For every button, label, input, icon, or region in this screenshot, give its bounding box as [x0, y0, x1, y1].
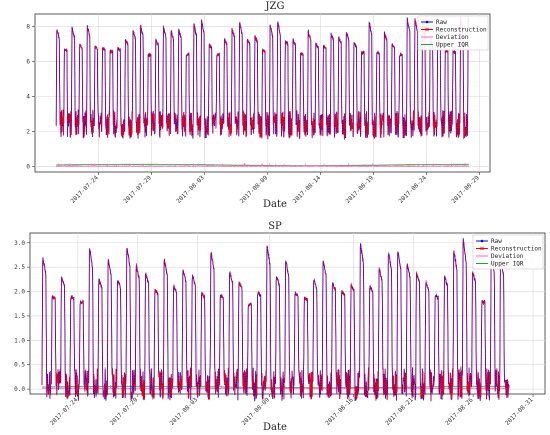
x-tick-label: 2017-08-21 — [384, 396, 415, 427]
legend-marker — [425, 20, 429, 24]
series-line-reconstruction — [55, 16, 470, 140]
plot-frame — [29, 232, 546, 395]
chart-jzg: JZG Date 0 2 4 6 8 2017-07-24 2017-07-29 2017-0… — [26, 1, 491, 210]
legend-marker — [425, 27, 429, 32]
legend-label: Reconstruction — [436, 27, 487, 34]
y-tick-label: 2 — [26, 129, 30, 136]
x-tick-label: 2017-08-19 — [345, 174, 376, 205]
y-tick-label: 1.5 — [14, 313, 25, 320]
legend-label: Raw — [436, 19, 447, 26]
x-tick-label: 2017-08-03 — [169, 396, 200, 427]
legend-label: Deviation — [491, 253, 524, 260]
series-line-deviation — [55, 163, 470, 168]
x-axis-label: Date — [263, 199, 287, 210]
x-tick-label: 2017-07-29 — [122, 174, 153, 205]
x-tick-label: 2017-07-29 — [109, 396, 140, 427]
chart-title: SP — [268, 221, 282, 232]
y-tick-label: 8 — [26, 23, 30, 30]
y-tick-label: 4 — [26, 94, 30, 101]
y-tick-label: 2.0 — [14, 289, 25, 296]
legend-label: Deviation — [436, 34, 469, 41]
plot-frame — [34, 13, 491, 173]
x-tick-label: 2017-07-24 — [49, 396, 80, 427]
x-tick-label: 2017-08-29 — [450, 174, 481, 205]
x-tick-label: 2017-08-24 — [397, 174, 428, 205]
x-tick-label: 2017-07-24 — [69, 174, 100, 205]
x-tick-label: 2017-08-31 — [504, 396, 535, 427]
legend-label: Raw — [491, 238, 502, 245]
y-tick-label: 0 — [26, 164, 30, 171]
x-axis-label: Date — [263, 422, 287, 433]
legend-label: Reconstruction — [491, 246, 542, 253]
legend-label: Upper IQR — [436, 42, 469, 49]
legend-label: Upper IQR — [491, 261, 524, 268]
x-tick-label: 2017-08-03 — [175, 174, 206, 205]
chart-sp: SP Date 0.0 0.5 1.0 1.5 2.0 2.5 3.0 2017-07-24 2… — [14, 221, 546, 433]
legend-marker — [480, 239, 484, 243]
x-tick-label: 2017-08-26 — [444, 396, 475, 427]
y-tick-label: 0.5 — [14, 362, 25, 369]
series-line-reconstruction — [41, 239, 510, 402]
y-tick-label: 3.0 — [14, 240, 25, 247]
x-tick-label: 2017-08-14 — [292, 174, 323, 205]
y-tick-label: 1.0 — [14, 337, 25, 344]
x-tick-label: 2017-08-16 — [324, 396, 355, 427]
y-tick-label: 2.5 — [14, 264, 25, 271]
legend-marker — [480, 246, 484, 251]
y-tick-label: 0.0 — [14, 386, 25, 393]
chart-title: JZG — [265, 1, 285, 12]
y-tick-label: 6 — [26, 58, 30, 65]
